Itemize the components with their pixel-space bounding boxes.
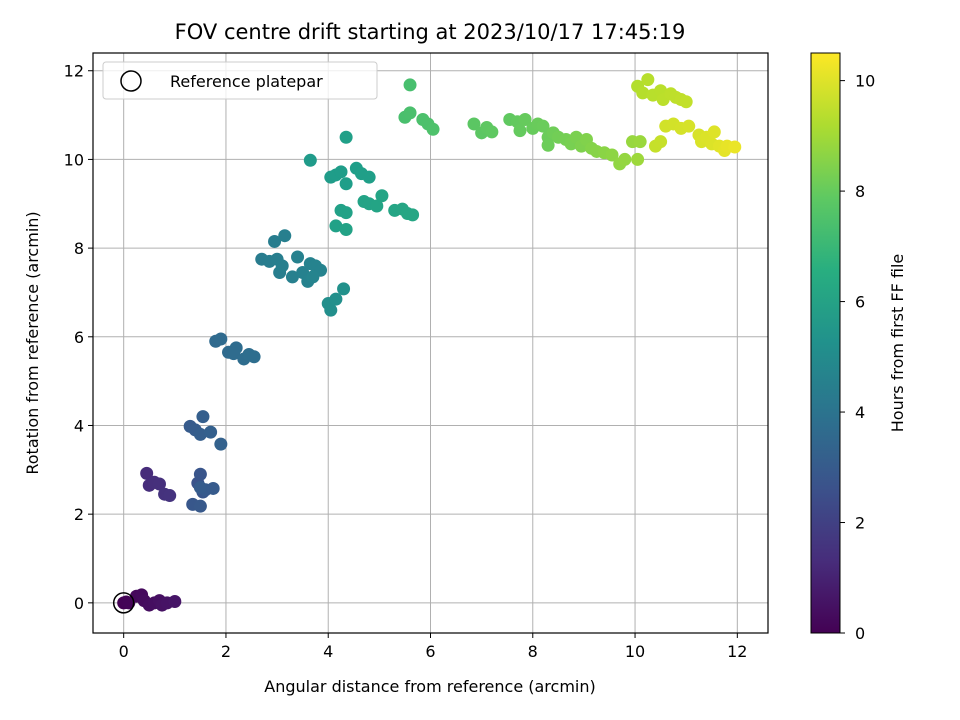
reference-marker-group <box>112 592 135 614</box>
data-point <box>275 259 289 273</box>
data-point <box>324 303 338 317</box>
data-point <box>214 437 228 451</box>
x-tick-label: 2 <box>221 642 231 661</box>
data-point <box>406 208 420 222</box>
y-axis-ticks: 0 2 4 6 8 10 12 <box>64 62 93 613</box>
data-point <box>227 347 241 361</box>
colorbar-tick-label: 2 <box>855 514 865 533</box>
legend-entry-reference-platepar: Reference platepar <box>170 72 323 91</box>
data-point <box>339 130 353 144</box>
y-tick-label: 10 <box>64 150 84 169</box>
colorbar-ticks: 0 2 4 6 8 10 <box>840 72 875 643</box>
data-point <box>403 106 417 120</box>
y-tick-label: 2 <box>74 505 84 524</box>
legend: Reference platepar <box>102 61 378 100</box>
data-point <box>193 481 207 495</box>
data-point <box>168 595 182 609</box>
colorbar-tick-label: 8 <box>855 182 865 201</box>
data-point <box>152 477 166 491</box>
data-point <box>485 125 499 139</box>
data-point <box>467 117 481 131</box>
legend-box <box>102 61 378 100</box>
data-point <box>285 270 299 284</box>
legend-marker <box>120 70 142 92</box>
data-point <box>303 153 317 167</box>
data-point <box>679 95 693 109</box>
data-point <box>370 199 384 213</box>
scatter-points <box>117 73 742 612</box>
y-tick-label: 4 <box>74 416 84 435</box>
x-tick-label: 8 <box>528 642 538 661</box>
chart-title: FOV centre drift starting at 2023/10/17 … <box>175 20 686 44</box>
data-point <box>337 282 351 296</box>
colorbar-tick-label: 10 <box>855 72 875 91</box>
grid-lines <box>93 53 768 633</box>
x-tick-label: 0 <box>119 642 129 661</box>
y-tick-label: 8 <box>74 239 84 258</box>
data-point <box>306 270 320 284</box>
data-point <box>278 229 292 243</box>
data-point <box>329 292 343 306</box>
reference-platepar-marker <box>112 592 135 614</box>
data-point <box>329 219 343 233</box>
data-point <box>636 86 650 100</box>
data-point <box>654 135 668 149</box>
data-point <box>193 467 207 481</box>
x-tick-label: 12 <box>727 642 747 661</box>
data-point <box>518 113 532 127</box>
data-point <box>291 250 305 264</box>
x-tick-label: 10 <box>625 642 645 661</box>
data-point <box>375 189 389 203</box>
data-point <box>193 499 207 513</box>
data-point <box>214 332 228 346</box>
data-point <box>682 119 696 133</box>
colorbar-tick-label: 4 <box>855 403 865 422</box>
data-point <box>339 222 353 236</box>
data-point <box>339 206 353 220</box>
data-point <box>163 489 177 503</box>
data-point <box>631 152 645 166</box>
y-tick-label: 12 <box>64 62 84 81</box>
data-point <box>204 425 218 439</box>
data-point <box>641 73 655 87</box>
colorbar-tick-label: 0 <box>855 624 865 643</box>
data-point <box>339 177 353 191</box>
data-point <box>334 165 348 179</box>
data-point <box>362 170 376 184</box>
data-point <box>426 122 440 136</box>
x-axis-label: Angular distance from reference (arcmin) <box>264 677 595 696</box>
colorbar: 0 2 4 6 8 10 Hours from first FF file <box>810 52 907 643</box>
colorbar-label: Hours from first FF file <box>888 254 907 433</box>
data-point <box>541 138 555 152</box>
colorbar-tick-label: 6 <box>855 293 865 312</box>
data-point <box>247 350 261 364</box>
data-point <box>206 481 220 495</box>
data-point <box>633 135 647 149</box>
data-point <box>618 152 632 166</box>
data-point <box>728 140 742 154</box>
data-point <box>196 410 210 424</box>
data-point <box>403 78 417 92</box>
colorbar-gradient <box>810 52 841 634</box>
x-axis-ticks: 0 2 4 6 8 10 12 <box>119 633 747 661</box>
data-point <box>536 119 550 133</box>
data-point <box>605 148 619 162</box>
y-tick-label: 6 <box>74 328 84 347</box>
data-point <box>513 124 527 138</box>
x-tick-label: 4 <box>323 642 333 661</box>
y-axis-label: Rotation from reference (arcmin) <box>23 211 42 474</box>
data-point <box>140 466 154 480</box>
y-tick-label: 0 <box>74 594 84 613</box>
data-point <box>707 125 721 139</box>
x-tick-label: 6 <box>425 642 435 661</box>
data-point <box>268 234 282 248</box>
data-point <box>193 427 207 441</box>
